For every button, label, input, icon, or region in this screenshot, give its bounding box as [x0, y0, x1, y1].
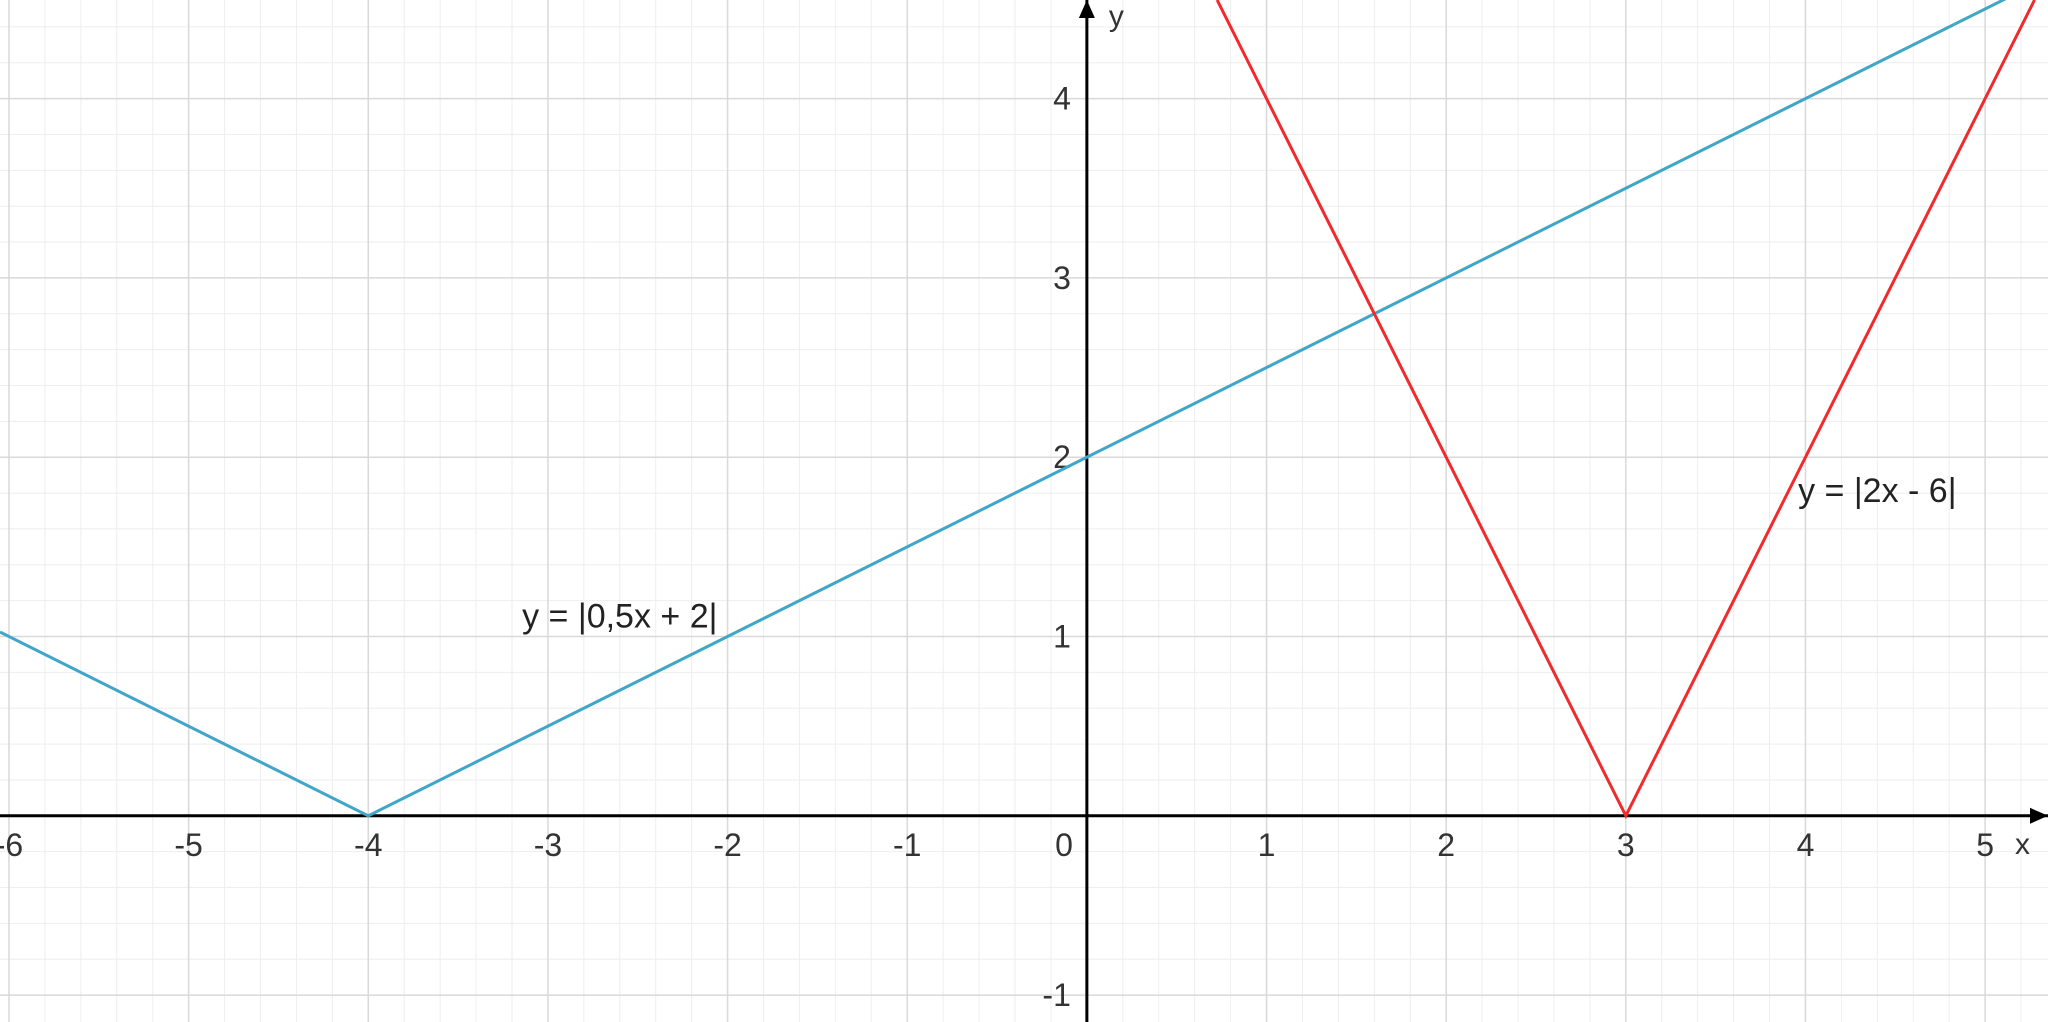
x-tick-label: -3	[534, 827, 562, 863]
series-label-abs_2x_minus_6: y = |2x - 6|	[1798, 472, 1956, 510]
x-tick-label: 5	[1976, 827, 1994, 863]
x-tick-label: 1	[1258, 827, 1276, 863]
y-axis-label: y	[1109, 0, 1124, 33]
x-tick-label: 2	[1437, 827, 1455, 863]
x-tick-label: 4	[1797, 827, 1815, 863]
x-axis-label: x	[2015, 828, 2030, 861]
y-tick-label: -1	[1042, 977, 1070, 1013]
x-tick-label: -5	[174, 827, 202, 863]
function-plot: yx-6-5-4-3-2-1012345-11234y = |0,5x + 2|…	[0, 0, 2048, 1022]
series-label-abs_half_x_plus_2: y = |0,5x + 2|	[522, 598, 717, 636]
x-tick-label: -1	[893, 827, 921, 863]
x-tick-label: -4	[354, 827, 382, 863]
x-tick-label: 0	[1055, 827, 1073, 863]
y-tick-label: 4	[1053, 81, 1071, 117]
x-tick-label: 3	[1617, 827, 1635, 863]
y-tick-label: 1	[1053, 619, 1071, 655]
x-tick-label: -6	[0, 827, 23, 863]
x-tick-label: -2	[713, 827, 741, 863]
y-tick-label: 3	[1053, 260, 1071, 296]
